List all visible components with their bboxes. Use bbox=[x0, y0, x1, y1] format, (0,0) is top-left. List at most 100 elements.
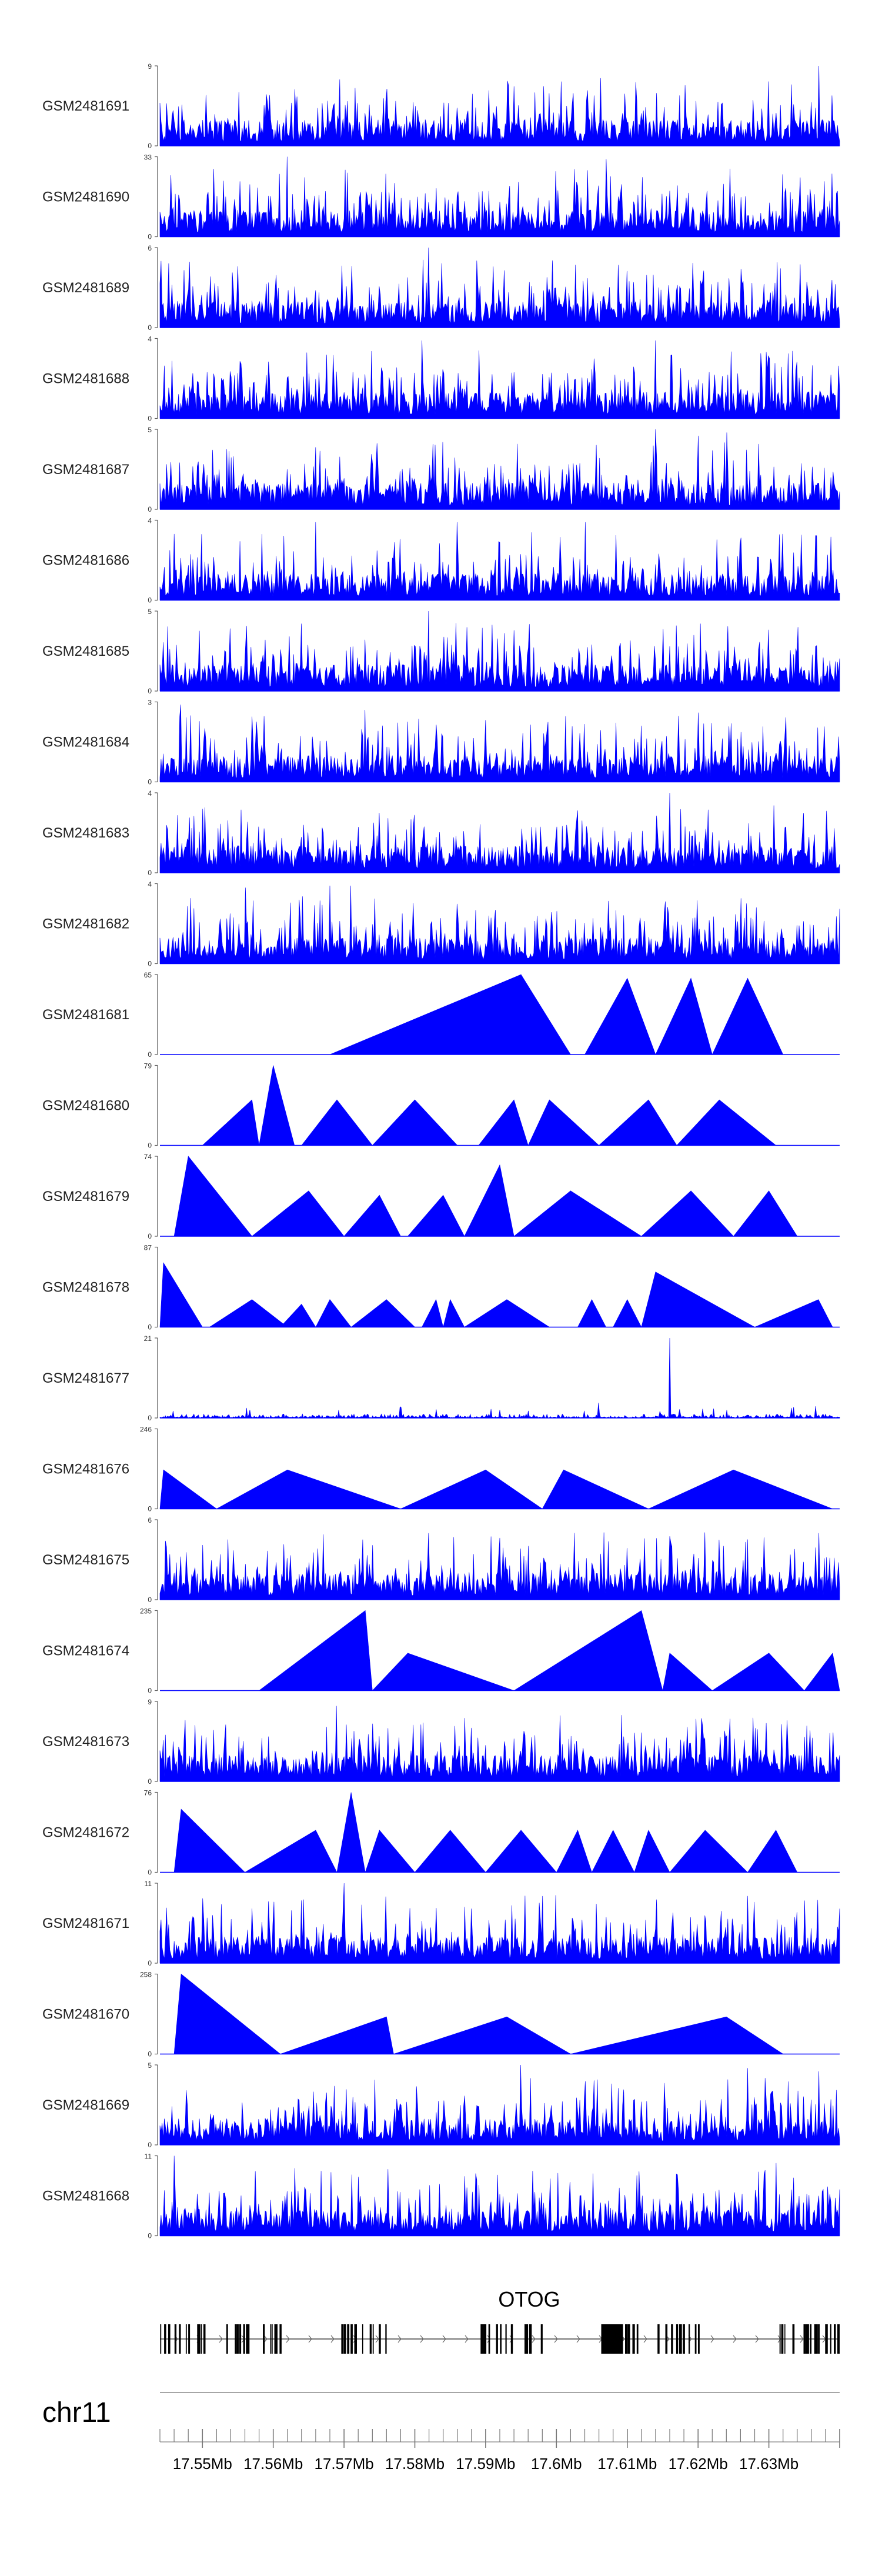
exon-mark bbox=[524, 2324, 527, 2354]
y-min-label: 0 bbox=[148, 323, 152, 332]
exon-mark bbox=[626, 2324, 628, 2354]
exon-mark bbox=[602, 2324, 604, 2354]
coverage-area bbox=[159, 704, 840, 782]
exon-mark bbox=[350, 2324, 353, 2354]
strand-chevron-icon bbox=[576, 2335, 580, 2343]
exon-mark bbox=[379, 2324, 381, 2354]
y-max-label: 5 bbox=[148, 426, 152, 434]
track-gsm2481679: GSM2481679 74 0 bbox=[42, 1153, 840, 1240]
exon-mark bbox=[500, 2324, 502, 2354]
x-tick-label: 17.63Mb bbox=[739, 2455, 799, 2472]
exon-mark bbox=[530, 2324, 532, 2354]
exon-mark bbox=[683, 2324, 685, 2354]
coverage-area bbox=[159, 792, 840, 873]
y-min-label: 0 bbox=[148, 233, 152, 241]
coverage-area bbox=[329, 974, 784, 1055]
track-label: GSM2481690 bbox=[42, 189, 129, 205]
y-min-label: 0 bbox=[148, 1050, 152, 1059]
y-min-label: 0 bbox=[148, 2232, 152, 2240]
y-min-label: 0 bbox=[148, 869, 152, 877]
coverage-tracks: GSM248169190GSM2481690330GSM248168960GSM… bbox=[42, 62, 840, 2240]
track-label: GSM2481669 bbox=[42, 2097, 129, 2113]
coverage-area bbox=[159, 2155, 840, 2236]
y-max-label: 4 bbox=[148, 789, 152, 798]
exon-mark bbox=[188, 2324, 191, 2354]
track-label: GSM2481673 bbox=[42, 1734, 129, 1750]
exon-mark bbox=[526, 2324, 529, 2354]
strand-chevron-icon bbox=[733, 2335, 737, 2343]
coverage-area bbox=[159, 522, 840, 600]
y-max-label: 11 bbox=[145, 2153, 152, 2161]
exon-mark bbox=[601, 2324, 603, 2354]
y-min-label: 0 bbox=[148, 1959, 152, 1967]
exon-mark bbox=[510, 2324, 513, 2354]
exon-mark bbox=[807, 2324, 809, 2354]
exon-mark bbox=[236, 2324, 239, 2354]
track-gsm2481678: GSM2481678 87 0 bbox=[42, 1244, 840, 1332]
strand-chevron-icon bbox=[263, 2335, 268, 2343]
track-gsm2481689: GSM2481689 6 0 bbox=[42, 244, 840, 332]
y-min-label: 0 bbox=[148, 960, 152, 968]
track-gsm2481673: GSM2481673 9 0 bbox=[42, 1698, 840, 1786]
exon-mark bbox=[276, 2324, 278, 2354]
track-gsm2481683: GSM2481683 4 0 bbox=[42, 789, 840, 877]
exon-mark bbox=[816, 2324, 818, 2354]
coverage-area bbox=[159, 1883, 840, 1964]
exon-mark bbox=[362, 2324, 363, 2354]
y-max-label: 87 bbox=[144, 1244, 152, 1252]
track-label: GSM2481682 bbox=[42, 916, 129, 932]
exon-mark bbox=[671, 2324, 673, 2354]
track-label: GSM2481670 bbox=[42, 2007, 129, 2023]
strand-chevron-icon bbox=[219, 2335, 223, 2343]
exon-mark bbox=[779, 2324, 781, 2354]
y-max-label: 258 bbox=[140, 1971, 152, 1979]
track-gsm2481691: GSM2481691 9 0 bbox=[42, 62, 840, 150]
coverage-area bbox=[258, 1610, 840, 1691]
gene-name-label: OTOG bbox=[498, 2287, 560, 2311]
coverage-area bbox=[159, 1706, 840, 1782]
y-max-label: 4 bbox=[148, 880, 152, 889]
track-label: GSM2481672 bbox=[42, 1825, 129, 1841]
y-min-label: 0 bbox=[148, 596, 152, 605]
coverage-area bbox=[159, 1532, 840, 1600]
y-max-label: 33 bbox=[144, 154, 152, 162]
exon-mark bbox=[784, 2324, 786, 2354]
track-gsm2481672: GSM2481672 76 0 bbox=[42, 1789, 840, 1877]
exon-mark bbox=[837, 2324, 840, 2354]
strand-chevron-icon bbox=[375, 2335, 379, 2343]
exon-mark bbox=[830, 2324, 831, 2354]
x-tick-label: 17.59Mb bbox=[456, 2455, 515, 2472]
track-label: GSM2481678 bbox=[42, 1280, 129, 1296]
exon-mark bbox=[226, 2324, 228, 2354]
exon-mark bbox=[160, 2324, 162, 2354]
x-tick-label: 17.62Mb bbox=[669, 2455, 728, 2472]
track-gsm2481682: GSM2481682 4 0 bbox=[42, 880, 840, 968]
strand-chevron-icon bbox=[755, 2335, 759, 2343]
exon-mark bbox=[198, 2324, 201, 2354]
track-gsm2481680: GSM2481680 79 0 bbox=[42, 1062, 840, 1150]
y-max-label: 74 bbox=[144, 1153, 152, 1161]
y-max-label: 11 bbox=[145, 1880, 152, 1888]
exon-mark bbox=[201, 2324, 202, 2354]
exon-mark bbox=[263, 2324, 265, 2354]
strand-chevron-icon bbox=[397, 2335, 402, 2343]
y-max-label: 235 bbox=[140, 1607, 152, 1616]
strand-chevron-icon bbox=[330, 2335, 335, 2343]
track-label: GSM2481688 bbox=[42, 371, 129, 387]
y-max-label: 5 bbox=[148, 2061, 152, 2070]
exon-mark bbox=[484, 2324, 487, 2354]
coverage-area bbox=[159, 247, 840, 328]
track-gsm2481677: GSM2481677 21 0 bbox=[42, 1334, 840, 1422]
track-gsm2481681: GSM2481681 65 0 bbox=[42, 971, 840, 1059]
y-max-label: 21 bbox=[144, 1334, 152, 1343]
exon-mark bbox=[354, 2324, 356, 2354]
exon-mark bbox=[627, 2324, 630, 2354]
exon-mark bbox=[488, 2324, 490, 2354]
strand-chevron-icon bbox=[777, 2335, 781, 2343]
exon-mark bbox=[482, 2324, 483, 2354]
y-max-label: 4 bbox=[148, 335, 152, 343]
strand-chevron-icon bbox=[554, 2335, 558, 2343]
track-label: GSM2481685 bbox=[42, 643, 129, 659]
exon-mark bbox=[343, 2324, 346, 2354]
track-gsm2481690: GSM2481690 33 0 bbox=[42, 154, 840, 241]
